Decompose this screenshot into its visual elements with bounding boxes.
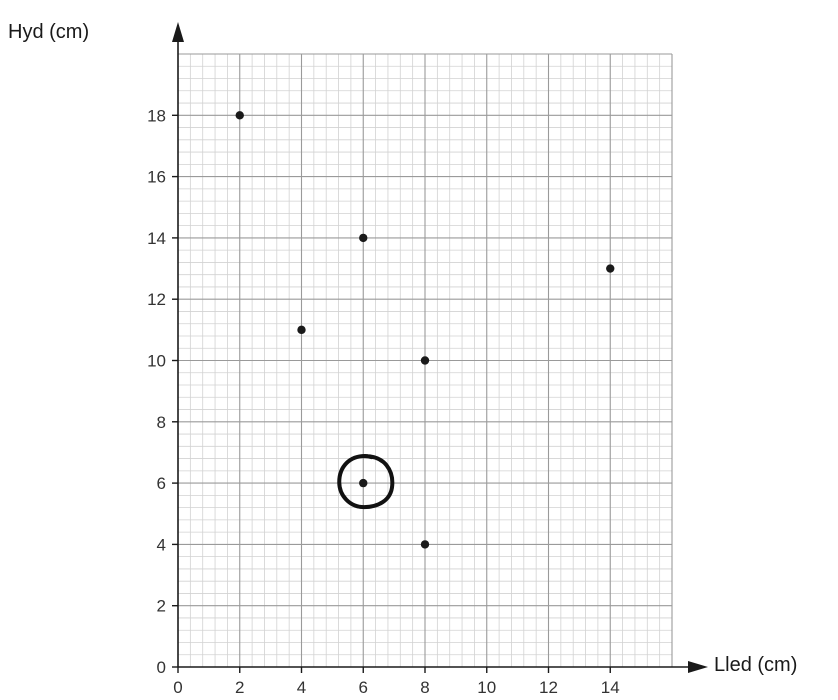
y-tick-label: 12: [147, 290, 166, 309]
x-tick-label: 12: [539, 678, 558, 697]
hand-drawn-circle: [337, 454, 395, 510]
y-axis-title: Hyd (cm): [8, 21, 89, 43]
y-tick-label: 8: [157, 413, 166, 432]
y-tick-label: 0: [157, 658, 166, 677]
x-tick-label: 14: [601, 678, 620, 697]
x-tick-label: 6: [359, 678, 368, 697]
x-axis-arrowhead: [688, 661, 708, 673]
y-tick-label: 6: [157, 474, 166, 493]
data-point: [297, 325, 306, 335]
y-tick-label: 4: [157, 535, 166, 554]
x-axis-ticks: 0 2 4 6 8 10 12 14: [173, 667, 620, 697]
y-tick-label: 14: [147, 229, 166, 248]
x-tick-label: 10: [477, 678, 496, 697]
x-tick-label: 0: [173, 678, 182, 697]
data-points: [235, 111, 615, 549]
x-tick-label: 8: [420, 678, 429, 697]
y-axis-ticks: 0 2 4 6 8 10 12 14 16 18: [147, 106, 178, 677]
y-tick-label: 10: [147, 352, 166, 371]
data-point: [359, 478, 368, 488]
x-tick-label: 2: [235, 678, 244, 697]
x-tick-label: 4: [297, 678, 306, 697]
y-axis-arrowhead: [172, 22, 184, 42]
annotations: [337, 454, 395, 510]
major-gridlines: [178, 53, 673, 667]
y-tick-label: 2: [157, 597, 166, 616]
data-point: [235, 111, 244, 120]
x-axis-title: Lled (cm): [714, 654, 797, 676]
data-point: [606, 264, 615, 273]
axes: [172, 22, 708, 673]
y-tick-label: 16: [147, 168, 166, 187]
y-tick-label: 18: [147, 106, 166, 125]
data-point: [420, 540, 430, 549]
data-point: [359, 233, 368, 243]
data-point: [420, 356, 430, 365]
